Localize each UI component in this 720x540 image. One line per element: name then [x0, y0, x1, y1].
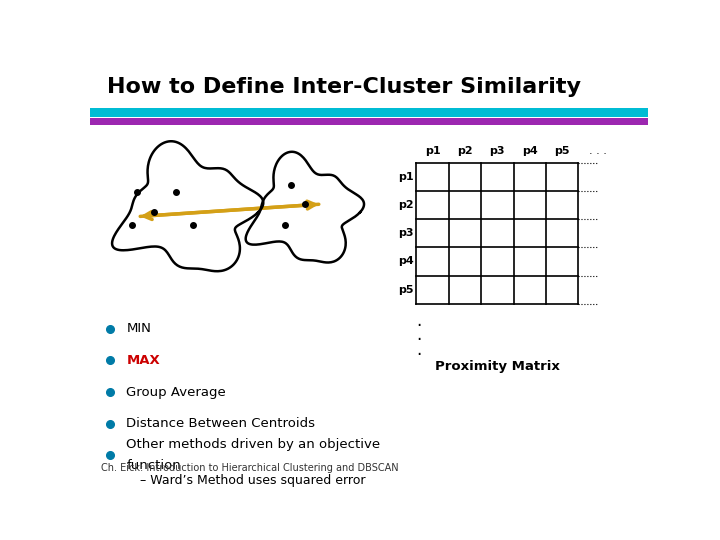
Text: Proximity Matrix: Proximity Matrix	[435, 360, 559, 373]
Text: .: .	[417, 341, 422, 359]
Text: p4: p4	[522, 146, 538, 156]
Text: p1: p1	[398, 172, 413, 181]
Text: function: function	[126, 459, 181, 472]
Text: .: .	[417, 312, 422, 329]
Text: MAX: MAX	[126, 354, 160, 367]
Text: p1: p1	[425, 146, 441, 156]
Text: Group Average: Group Average	[126, 386, 226, 399]
Text: p2: p2	[398, 200, 413, 210]
Text: Distance Between Centroids: Distance Between Centroids	[126, 417, 315, 430]
Text: MIN: MIN	[126, 322, 151, 335]
Text: . . .: . . .	[589, 146, 607, 156]
Text: p4: p4	[398, 256, 413, 266]
Text: – Ward’s Method uses squared error: – Ward’s Method uses squared error	[140, 474, 366, 487]
Text: p5: p5	[554, 146, 570, 156]
Bar	[90, 118, 648, 125]
Text: Ch. Eick: Introduction to Hierarchical Clustering and DBSCAN: Ch. Eick: Introduction to Hierarchical C…	[101, 463, 399, 473]
Text: p2: p2	[457, 146, 473, 156]
Text: p3: p3	[398, 228, 413, 238]
Text: .: .	[417, 326, 422, 344]
Text: Other methods driven by an objective: Other methods driven by an objective	[126, 438, 380, 451]
Bar	[90, 107, 648, 117]
Text: p5: p5	[398, 285, 413, 295]
Text: p3: p3	[490, 146, 505, 156]
Text: How to Define Inter-Cluster Similarity: How to Define Inter-Cluster Similarity	[107, 77, 581, 97]
